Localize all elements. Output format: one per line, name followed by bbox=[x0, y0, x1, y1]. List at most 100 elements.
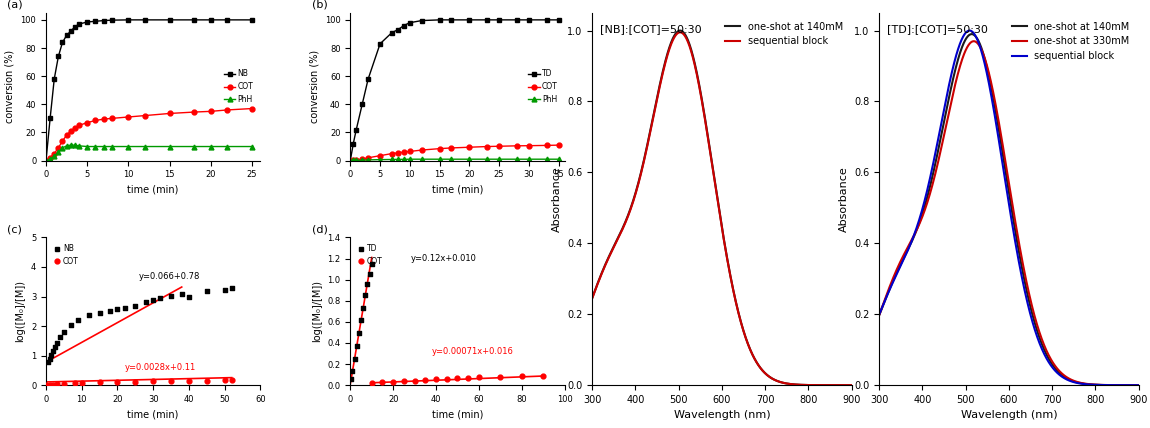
Point bbox=[55, 329, 74, 336]
Point bbox=[91, 379, 109, 386]
Legend: TD, COT: TD, COT bbox=[354, 241, 386, 269]
one-shot at 140mM bbox=[987, 97, 1000, 102]
Text: y=0.00071x+0.016: y=0.00071x+0.016 bbox=[431, 347, 514, 356]
sequential block bbox=[873, 312, 887, 317]
X-axis label: time (min): time (min) bbox=[128, 185, 179, 195]
Point bbox=[350, 330, 368, 337]
Point bbox=[144, 297, 162, 303]
Point bbox=[347, 343, 366, 350]
X-axis label: time (min): time (min) bbox=[431, 410, 483, 419]
one-shot at 330mM bbox=[1075, 380, 1089, 386]
Point bbox=[222, 285, 240, 292]
sequential block bbox=[987, 107, 1000, 112]
Point bbox=[172, 291, 191, 297]
sequential block bbox=[673, 30, 687, 35]
Point bbox=[79, 312, 98, 318]
Text: y=0.0028x+0.11: y=0.0028x+0.11 bbox=[124, 363, 196, 372]
one-shot at 330mM bbox=[873, 312, 887, 318]
Point bbox=[126, 303, 145, 309]
Point bbox=[44, 381, 62, 388]
one-shot at 140mM bbox=[873, 312, 887, 318]
Line: sequential block: sequential block bbox=[592, 33, 851, 385]
Text: [NB]:[COT]=50:30: [NB]:[COT]=50:30 bbox=[600, 24, 702, 34]
Point bbox=[198, 288, 216, 294]
one-shot at 140mM bbox=[673, 28, 687, 33]
Point bbox=[513, 372, 531, 379]
Point bbox=[343, 375, 361, 382]
Y-axis label: conversion (%): conversion (%) bbox=[309, 50, 320, 123]
Point bbox=[72, 379, 91, 386]
one-shot at 330mM bbox=[1080, 381, 1094, 386]
sequential block bbox=[585, 296, 599, 301]
Point bbox=[345, 355, 363, 362]
sequential block bbox=[844, 383, 858, 388]
Point bbox=[198, 377, 216, 384]
Line: sequential block: sequential block bbox=[880, 30, 1138, 385]
one-shot at 140mM bbox=[1080, 381, 1094, 386]
one-shot at 140mM bbox=[585, 295, 599, 300]
Point bbox=[394, 378, 413, 385]
Point bbox=[356, 292, 375, 299]
sequential block bbox=[792, 382, 806, 387]
Point bbox=[47, 381, 66, 388]
Legend: NB, COT: NB, COT bbox=[49, 241, 82, 269]
X-axis label: Wavelength (nm): Wavelength (nm) bbox=[960, 410, 1057, 420]
Point bbox=[151, 294, 169, 301]
Text: y=0.066+0.78: y=0.066+0.78 bbox=[139, 272, 200, 281]
sequential block bbox=[1132, 383, 1145, 388]
one-shot at 140mM bbox=[965, 32, 979, 37]
Point bbox=[101, 307, 120, 314]
Point bbox=[69, 316, 87, 323]
sequential block bbox=[788, 382, 802, 387]
Point bbox=[343, 368, 361, 375]
one-shot at 140mM bbox=[1132, 383, 1145, 388]
Point bbox=[44, 348, 62, 355]
Point bbox=[359, 280, 377, 287]
Point bbox=[179, 294, 198, 300]
Point bbox=[66, 380, 84, 387]
Point bbox=[215, 287, 233, 294]
Point bbox=[362, 379, 381, 386]
Point bbox=[362, 260, 381, 267]
one-shot at 330mM bbox=[1132, 383, 1145, 388]
Point bbox=[354, 305, 373, 312]
Point bbox=[40, 355, 59, 362]
X-axis label: time (min): time (min) bbox=[431, 185, 483, 195]
Y-axis label: log([M₀]/[M]): log([M₀]/[M]) bbox=[15, 280, 25, 342]
sequential block bbox=[612, 235, 626, 240]
one-shot at 140mM bbox=[612, 234, 626, 239]
Point bbox=[534, 373, 552, 380]
Point bbox=[162, 377, 181, 384]
Point bbox=[469, 374, 488, 381]
Legend: TD, COT, PhH: TD, COT, PhH bbox=[526, 66, 561, 107]
Point bbox=[108, 379, 126, 386]
sequential block bbox=[1075, 381, 1089, 386]
Text: (b): (b) bbox=[312, 0, 328, 10]
one-shot at 140mM bbox=[844, 383, 858, 388]
Point bbox=[360, 271, 378, 278]
one-shot at 140mM bbox=[978, 55, 991, 60]
one-shot at 330mM bbox=[967, 39, 981, 44]
one-shot at 330mM bbox=[978, 54, 991, 59]
Point bbox=[43, 352, 61, 359]
Point bbox=[126, 378, 145, 385]
one-shot at 140mM bbox=[899, 252, 913, 257]
Point bbox=[179, 377, 198, 384]
Point bbox=[47, 340, 66, 347]
Text: (c): (c) bbox=[7, 224, 22, 235]
Point bbox=[46, 344, 64, 351]
Point bbox=[137, 299, 155, 306]
Point bbox=[427, 376, 445, 383]
Point bbox=[37, 382, 55, 389]
Point bbox=[448, 375, 467, 382]
X-axis label: time (min): time (min) bbox=[128, 410, 179, 419]
Point bbox=[162, 292, 181, 299]
Text: (a): (a) bbox=[7, 0, 23, 10]
Point bbox=[39, 359, 58, 366]
Line: one-shot at 140mM: one-shot at 140mM bbox=[592, 30, 851, 385]
one-shot at 140mM bbox=[788, 382, 802, 387]
Point bbox=[108, 306, 126, 312]
one-shot at 140mM bbox=[1051, 369, 1065, 374]
Legend: one-shot at 140mM, sequential block: one-shot at 140mM, sequential block bbox=[721, 18, 846, 51]
sequential block bbox=[700, 128, 714, 133]
